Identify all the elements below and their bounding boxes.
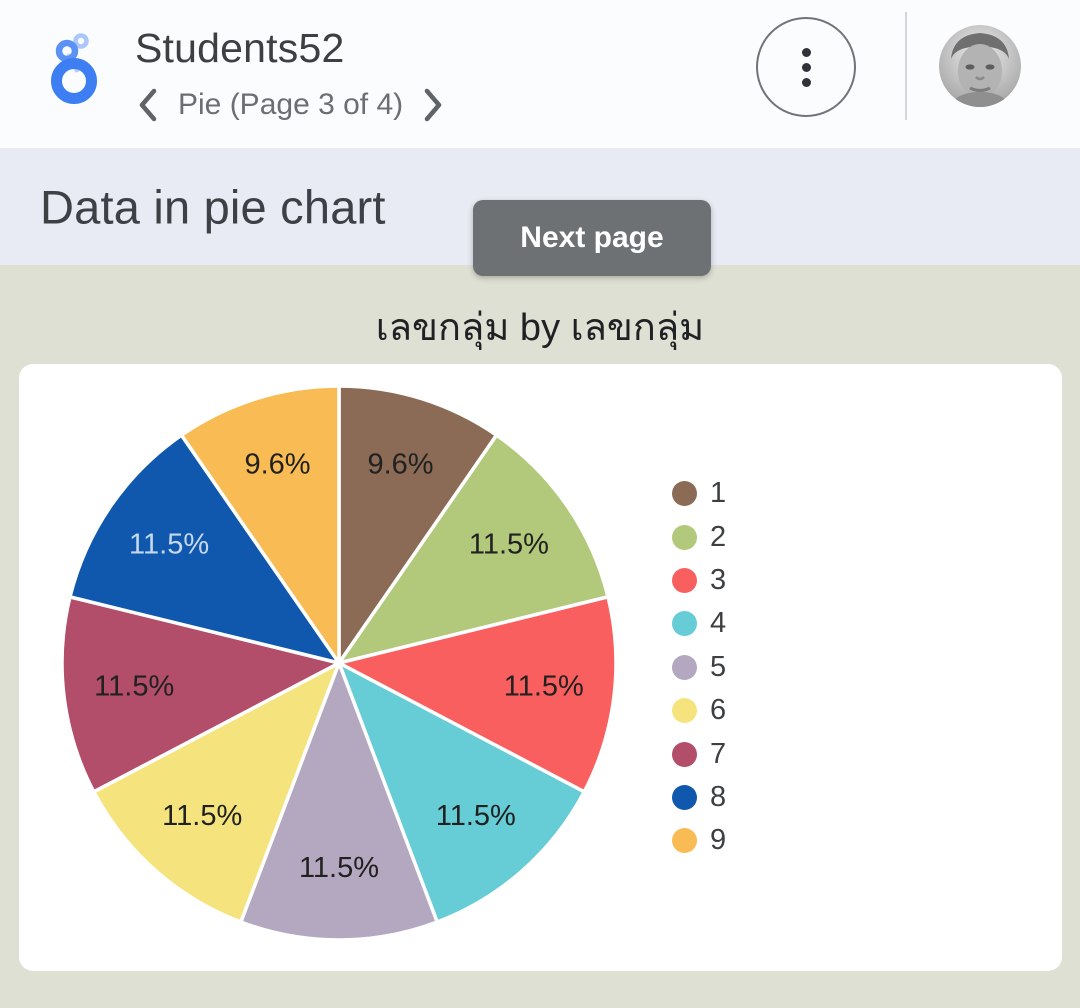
legend-label: 7 [710,737,727,770]
kebab-menu-icon [801,47,811,57]
legend-item-7: 7 [672,732,726,775]
legend-item-3: 3 [672,559,726,602]
pie-slice-2[interactable] [337,433,610,665]
chevron-right-icon [424,88,442,122]
legend-swatch-icon [672,481,697,507]
legend-swatch-icon [672,784,697,810]
pie-slice-9[interactable] [179,384,341,665]
pie-slice-4[interactable] [337,661,586,924]
chart-legend: 1 2 3 4 5 6 7 8 9 [672,472,726,863]
report-title: Students52 [135,25,345,71]
pie-slice-percent-label-5: 11.5% [299,852,379,884]
pie-slice-percent-label-9: 9.6% [244,449,310,481]
pie-slice-6[interactable] [92,661,341,924]
legend-label: 1 [710,477,727,510]
legend-label: 6 [710,694,727,727]
legend-swatch-icon [672,741,697,767]
legend-label: 4 [710,607,727,640]
legend-label: 8 [710,780,727,813]
pie-slice-percent-label-8: 11.5% [129,529,209,561]
legend-label: 9 [710,824,727,857]
pie-slice-5[interactable] [239,661,439,942]
pie-slice-1[interactable] [337,384,499,665]
page-navigation: Pie (Page 3 of 4) [138,88,443,122]
pie-slice-percent-label-2: 11.5% [469,529,549,561]
legend-swatch-icon [672,524,697,550]
legend-item-4: 4 [672,602,726,645]
prev-page-button[interactable] [138,88,158,122]
legend-item-1: 1 [672,472,726,515]
user-avatar[interactable] [939,25,1021,107]
pie-slice-7[interactable] [60,595,341,794]
legend-label: 2 [710,520,727,553]
next-page-tooltip: Next page [473,200,711,276]
pie-chart: 9.6% 11.5% 11.5% 11.5% 11.5% 11.5% 11.5% 11.5% 9… [60,384,618,942]
more-options-button[interactable] [756,17,856,117]
legend-swatch-icon [672,567,697,593]
pie-slice-percent-label-3: 11.5% [504,671,584,703]
report-canvas: เลขกลุ่ม by เลขกลุ่ม 9.6% 11.5% 11.5% 11.5%… [0,265,1080,1008]
pie-slice-8[interactable] [68,433,341,665]
legend-item-9: 9 [672,819,726,862]
legend-item-2: 2 [672,515,726,558]
legend-swatch-icon [672,611,697,637]
pie-slice-percent-label-7: 11.5% [94,671,174,703]
legend-swatch-icon [672,828,697,854]
legend-item-6: 6 [672,689,726,732]
legend-label: 5 [710,650,727,683]
chart-title: เลขกลุ่ม by เลขกลุ่ม [375,307,705,349]
chevron-left-icon [139,88,157,122]
page-title: Data in pie chart [40,180,386,233]
legend-swatch-icon [672,654,697,680]
legend-swatch-icon [672,698,697,724]
pie-slice-3[interactable] [337,595,618,794]
header-divider [905,12,907,120]
next-page-button[interactable] [423,88,443,122]
legend-label: 3 [710,563,727,596]
page-nav-label: Pie (Page 3 of 4) [178,88,404,121]
app-header: Students52 Pie (Page 3 of 4) [0,0,1080,148]
user-avatar-photo [939,25,1021,107]
legend-item-8: 8 [672,776,726,819]
looker-studio-logo-icon [51,33,97,104]
pie-slice-percent-label-4: 11.5% [436,800,516,832]
pie-chart-card: 9.6% 11.5% 11.5% 11.5% 11.5% 11.5% 11.5% 11.5% 9… [19,364,1062,971]
pie-slice-percent-label-1: 9.6% [367,449,433,481]
pie-slice-percent-label-6: 11.5% [162,800,242,832]
legend-item-5: 5 [672,646,726,689]
